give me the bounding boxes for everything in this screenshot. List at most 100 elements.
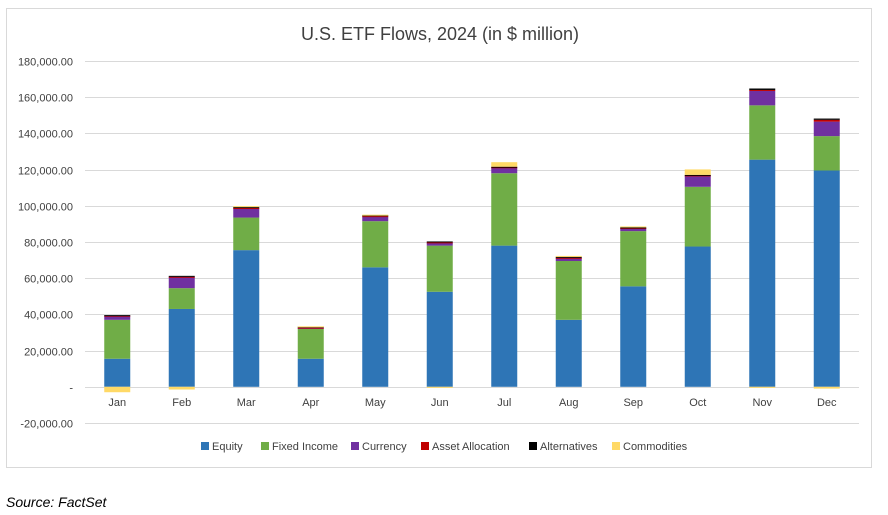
bar-mar-alternatives (233, 207, 260, 209)
x-tick-label: Oct (689, 397, 706, 409)
bar-nov-asset-allocation (749, 89, 776, 91)
legend-swatch-asset-allocation (421, 442, 429, 450)
bar-dec-asset-allocation (813, 119, 840, 122)
bar-jan-currency (104, 316, 131, 320)
bar-dec-commodities (813, 386, 840, 389)
bar-mar-asset-allocation (233, 207, 260, 209)
legend-label-alternatives: Alternatives (540, 441, 598, 453)
legend-swatch-currency (351, 442, 359, 450)
bar-apr-equity (297, 358, 324, 387)
legend: Equity Fixed Income Currency Asset Allocati… (201, 441, 688, 453)
legend-label-asset-allocation: Asset Allocation (432, 441, 510, 453)
bar-aug-fixed-income (555, 261, 582, 320)
y-tick-label: 160,000.00 (18, 93, 73, 105)
legend-swatch-alternatives (529, 442, 537, 450)
legend-label-currency: Currency (362, 441, 407, 453)
bar-jun-commodities (426, 386, 453, 388)
bar-dec-alternatives (813, 118, 840, 120)
bar-sep-fixed-income (620, 231, 647, 287)
bar-jul-commodities (491, 162, 518, 167)
bar-feb-equity (168, 308, 195, 387)
bar-mar-commodities (233, 206, 260, 208)
y-tick-label: 140,000.00 (18, 129, 73, 141)
y-axis-ticks: 180,000.00 160,000.00 140,000.00 120,000.00… (18, 57, 73, 431)
bar-jul-equity (491, 245, 518, 387)
x-axis-ticks: Jan Feb Mar Apr May Jun Jul Aug Sep Oct Nov Dec (108, 397, 837, 409)
bar-dec-fixed-income (813, 136, 840, 171)
bar-apr-fixed-income (297, 328, 324, 359)
bar-sep-equity (620, 286, 647, 387)
bar-jun-alternatives (426, 241, 453, 243)
bar-aug-equity (555, 319, 582, 387)
legend-swatch-commodities (612, 442, 620, 450)
bar-aug-commodities (555, 255, 582, 257)
bar-apr-commodities (297, 326, 324, 328)
bar-feb-alternatives (168, 275, 195, 277)
bar-jan-alternatives (104, 315, 131, 317)
bar-feb-fixed-income (168, 288, 195, 309)
x-tick-label: Apr (302, 397, 319, 409)
bar-oct-asset-allocation (684, 175, 711, 177)
x-tick-label: Sep (623, 397, 643, 409)
bar-sep-commodities (620, 226, 647, 228)
bar-oct-commodities (684, 169, 711, 175)
chart-svg: U.S. ETF Flows, 2024 (in $ million) 180,… (18, 24, 859, 453)
y-tick-label: 100,000.00 (18, 202, 73, 214)
bar-nov-equity (749, 159, 776, 387)
bar-jan-equity (104, 358, 131, 387)
bar-nov-fixed-income (749, 105, 776, 160)
bar-oct-equity (684, 246, 711, 387)
bar-oct-fixed-income (684, 186, 711, 247)
bar-sep-currency (620, 228, 647, 232)
bar-mar-equity (233, 250, 260, 387)
chart-frame: U.S. ETF Flows, 2024 (in $ million) 180,… (6, 8, 872, 468)
bar-jan-fixed-income (104, 319, 131, 359)
x-tick-label: Dec (817, 397, 837, 409)
legend-label-equity: Equity (212, 441, 243, 453)
bar-apr-asset-allocation (297, 327, 324, 329)
x-tick-label: Jul (497, 397, 511, 409)
bar-jul-currency (491, 167, 518, 174)
bar-jul-alternatives (491, 166, 518, 168)
legend-swatch-equity (201, 442, 209, 450)
y-tick-label: 180,000.00 (18, 57, 73, 69)
bar-oct-currency (684, 175, 711, 187)
bar-jan-commodities (104, 386, 131, 393)
bar-nov-commodities (749, 386, 776, 388)
y-tick-label: - (69, 383, 73, 395)
bar-may-commodities (362, 214, 389, 216)
bar-may-fixed-income (362, 221, 389, 268)
y-tick-label: -20,000.00 (20, 419, 73, 431)
bar-feb-commodities (168, 386, 195, 390)
bar-feb-currency (168, 277, 195, 289)
y-tick-label: 20,000.00 (24, 347, 73, 359)
x-tick-label: Jun (431, 397, 449, 409)
bars (104, 88, 840, 393)
bar-jul-asset-allocation (491, 167, 518, 169)
legend-label-commodities: Commodities (623, 441, 688, 453)
legend-label-fixed-income: Fixed Income (272, 441, 338, 453)
bar-nov-currency (749, 90, 776, 106)
chart-title: U.S. ETF Flows, 2024 (in $ million) (301, 24, 579, 44)
y-tick-label: 40,000.00 (24, 310, 73, 322)
y-tick-label: 80,000.00 (24, 238, 73, 250)
bar-may-alternatives (362, 215, 389, 217)
x-tick-label: Jan (108, 397, 126, 409)
bar-jun-asset-allocation (426, 242, 453, 244)
bar-sep-alternatives (620, 227, 647, 229)
bar-aug-currency (555, 258, 582, 262)
bar-jun-fixed-income (426, 245, 453, 292)
bar-mar-currency (233, 208, 260, 218)
x-tick-label: Nov (752, 397, 772, 409)
bar-jan-asset-allocation (104, 315, 131, 317)
x-tick-label: Aug (559, 397, 579, 409)
bar-mar-fixed-income (233, 217, 260, 251)
legend-swatch-fixed-income (261, 442, 269, 450)
y-tick-label: 120,000.00 (18, 166, 73, 178)
bar-jun-currency (426, 242, 453, 246)
bar-jul-fixed-income (491, 173, 518, 246)
source-caption: Source: FactSet (6, 494, 107, 510)
bar-dec-equity (813, 170, 840, 387)
bar-feb-asset-allocation (168, 276, 195, 278)
bar-may-equity (362, 267, 389, 387)
